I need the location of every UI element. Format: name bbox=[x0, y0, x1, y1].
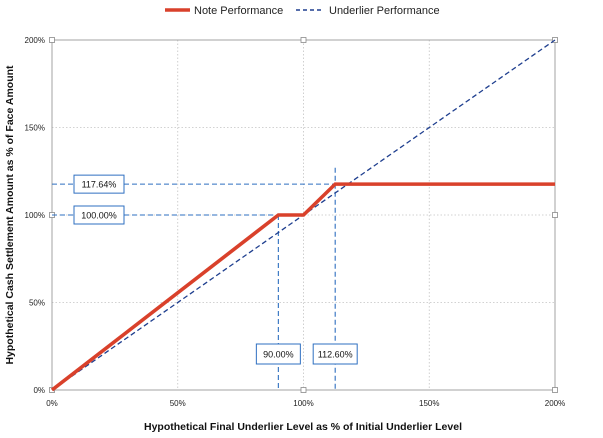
x-tick-label: 50% bbox=[170, 399, 186, 408]
callout-label: 90.00% bbox=[263, 350, 294, 360]
series-layer bbox=[50, 39, 556, 392]
callout-box bbox=[73, 205, 125, 225]
callout-label: 112.60% bbox=[318, 350, 353, 360]
tick-labels: 0% 50% 100% 150% 200% 0% 50% 100% 150% 200% bbox=[25, 36, 566, 408]
legend-label-note: Note Performance bbox=[194, 5, 283, 17]
y-tick-label: 100% bbox=[25, 211, 45, 220]
y-tick-label: 0% bbox=[33, 386, 45, 395]
x-tick-label: 150% bbox=[419, 399, 439, 408]
chart-handle bbox=[300, 37, 307, 43]
y-tick-label: 200% bbox=[25, 36, 45, 45]
x-tick-label: 200% bbox=[545, 399, 565, 408]
legend: Note Performance Underlier Performance bbox=[165, 5, 440, 17]
callout-box bbox=[255, 343, 301, 365]
series-line-note bbox=[50, 182, 555, 392]
y-tick-label: 50% bbox=[29, 299, 45, 308]
y-tick-label: 150% bbox=[25, 124, 45, 133]
y-axis-title: Hypothetical Cash Settlement Amount as %… bbox=[4, 65, 16, 365]
chart-handle bbox=[300, 387, 307, 393]
callout-box bbox=[312, 343, 358, 365]
callout-label: 100.00% bbox=[81, 211, 117, 221]
callout-box bbox=[73, 174, 125, 194]
x-tick-label: 0% bbox=[46, 399, 58, 408]
x-axis-title: Hypothetical Final Underlier Level as % … bbox=[144, 421, 462, 433]
callout-label: 117.64% bbox=[82, 180, 117, 190]
chart-handle bbox=[552, 212, 558, 218]
chart-handle bbox=[49, 37, 55, 43]
chart-handle bbox=[552, 387, 558, 393]
legend-label-underlier: Underlier Performance bbox=[329, 5, 440, 17]
callouts: 117.64% 100.00% 90.00% 112.60% bbox=[73, 174, 358, 365]
x-tick-label: 100% bbox=[293, 399, 313, 408]
